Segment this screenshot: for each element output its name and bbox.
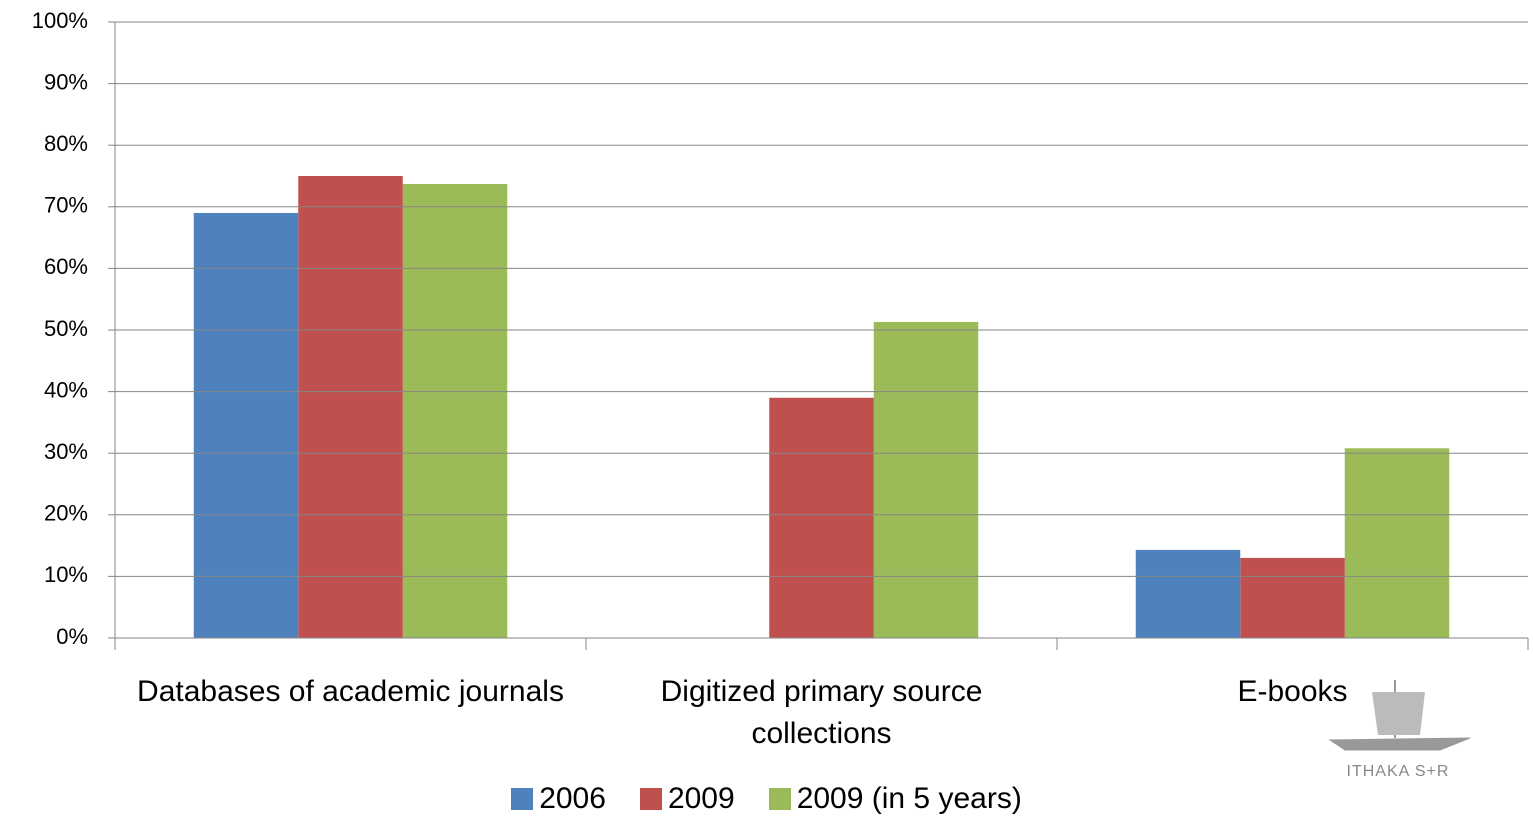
legend-item: 2009 (in 5 years) [768,782,1022,816]
y-tick-label: 100% [32,8,88,33]
bar [298,176,403,638]
y-tick-label: 70% [44,193,88,218]
x-tick-label: Databases of academic journals [137,675,564,708]
y-tick-label: 60% [44,254,88,279]
legend-swatch [639,788,662,810]
y-tick-label: 10% [44,562,88,587]
legend-item: 2009 [639,782,735,816]
y-tick-label: 20% [44,501,88,526]
y-tick-label: 80% [44,131,88,156]
y-tick-label: 90% [44,69,88,94]
y-tick-label: 30% [44,439,88,464]
y-tick-label: 0% [56,624,88,649]
bar [873,321,979,638]
logo-text: ITHAKA S+R [1347,763,1450,780]
legend-swatch [768,788,791,810]
legend-label: 2009 (in 5 years) [796,782,1022,815]
bar [402,184,508,638]
legend: 2006 2009 2009 (in 5 years) [0,782,1533,816]
legend-swatch [511,788,534,810]
legend-label: 2009 [667,782,735,815]
bar [769,397,874,638]
y-tick-label: 40% [44,377,88,402]
x-tick-label: Digitized primary source collections [660,675,983,750]
bar [193,212,299,638]
bar [1240,557,1345,638]
legend-item: 2006 [511,782,606,816]
legend-label: 2006 [539,782,606,815]
bar [1135,549,1241,638]
bar [1344,448,1450,638]
y-tick-label: 50% [44,316,88,341]
logo-ship [1328,680,1471,751]
x-tick-label: E-books [1237,675,1348,708]
